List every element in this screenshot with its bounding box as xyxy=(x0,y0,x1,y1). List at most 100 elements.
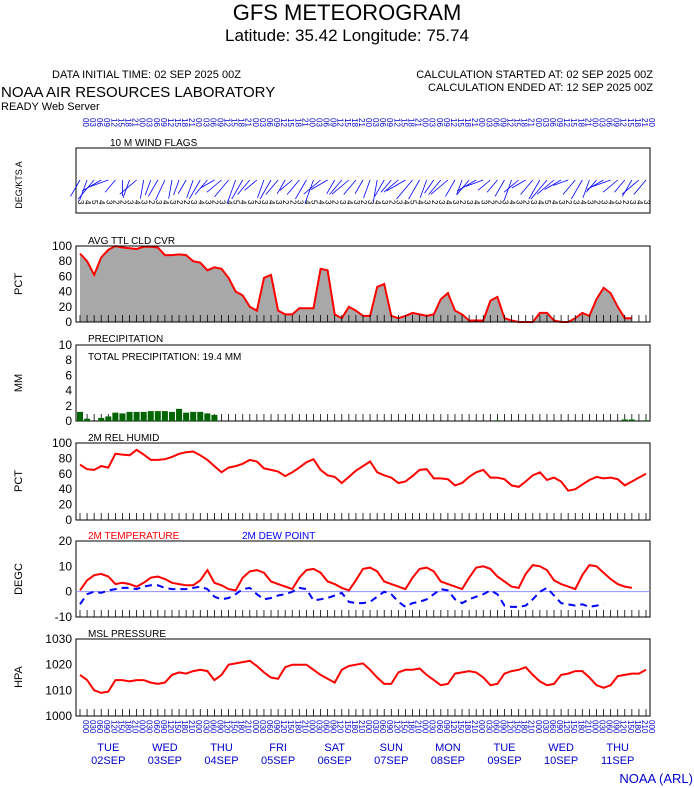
wind-speed-label: 3 xyxy=(324,200,333,205)
wind-speed-label: 3 xyxy=(380,200,389,205)
hour-label-bottom: 000 xyxy=(477,720,486,734)
hour-label-bottom: 120 xyxy=(109,720,118,734)
wind-barb xyxy=(155,179,166,201)
wind-barb xyxy=(304,179,314,204)
wind-barb xyxy=(279,179,293,191)
wind-speed-label: 4 xyxy=(472,200,481,205)
hour-label-top: 09 xyxy=(215,118,224,127)
wind-barb xyxy=(90,179,109,187)
hour-label-top: 15 xyxy=(626,118,635,127)
day-of-week-label: SUN xyxy=(380,742,403,754)
hour-label-top: 09 xyxy=(272,118,281,127)
wind-speed-label: 3 xyxy=(479,200,488,205)
wind-barb xyxy=(303,179,321,195)
wind-barb xyxy=(265,179,279,195)
wind-speed-label: 2 xyxy=(118,200,127,205)
temp-panel: DEGC 2M TEMPERATURE 2M DEW POINT -10 0 10 2… xyxy=(13,531,651,624)
wind-speed-label: 3 xyxy=(338,200,347,205)
hour-label-top: 06 xyxy=(491,118,500,127)
wind-frame xyxy=(75,147,651,214)
temp-y-tick-label: 10 xyxy=(59,559,73,573)
wind-barb xyxy=(396,179,413,200)
wind-speed-label: 3 xyxy=(246,200,255,205)
wind-barb xyxy=(582,179,590,198)
hour-label-bottom: 030 xyxy=(314,720,323,734)
date-label: 06SEP xyxy=(318,755,352,767)
hour-label-top: 18 xyxy=(123,118,132,127)
hour-label-top: 21 xyxy=(187,118,196,127)
wind-speed-label: 4 xyxy=(508,200,517,205)
hour-label-top: 15 xyxy=(399,118,408,127)
hour-label-top: 12 xyxy=(336,118,345,127)
hour-label-top: 18 xyxy=(237,118,246,127)
precip-bar xyxy=(126,411,133,421)
wind-speed-label: 3 xyxy=(501,200,510,205)
hour-label-bottom: 090 xyxy=(215,720,224,734)
wind-speed-label: 2 xyxy=(182,200,191,205)
cloud-title: AVG TTL CLD CVR xyxy=(88,236,175,247)
precip-bar xyxy=(112,412,119,421)
cloud-y-tick-label: 80 xyxy=(59,254,73,268)
wind-speed-label: 3 xyxy=(642,200,651,205)
hour-label-bottom: 180 xyxy=(123,720,132,734)
wind-barb xyxy=(144,179,152,196)
rh-frame xyxy=(75,442,651,521)
cloud-y-tick-label: 0 xyxy=(65,315,72,329)
hour-label-top: 18 xyxy=(463,118,472,127)
hour-label-top: 18 xyxy=(293,118,302,127)
hour-label-bottom: 090 xyxy=(272,720,281,734)
dewpoint-title: 2M DEW POINT xyxy=(242,531,315,542)
hour-label-bottom: 180 xyxy=(293,720,302,734)
pressure-panel: HPA MSL PRESSURE 1000 1010 1020 1030 xyxy=(13,629,651,723)
hour-label-bottom: 060 xyxy=(208,720,217,734)
wind-barb xyxy=(570,179,583,200)
hour-label-top: 03 xyxy=(484,118,493,127)
wind-speed-label: 3 xyxy=(394,200,403,205)
wind-speed-label: 4 xyxy=(373,200,382,205)
hour-label-bottom: 150 xyxy=(456,720,465,734)
date-label: 04SEP xyxy=(204,755,238,767)
hour-label-bottom: 060 xyxy=(95,720,104,734)
wind-barb xyxy=(428,179,442,195)
hour-label-top: 15 xyxy=(569,118,578,127)
hour-label-bottom: 000 xyxy=(534,720,543,734)
wind-barb xyxy=(486,179,498,193)
wind-speed-label: 2 xyxy=(253,200,262,205)
wind-speed-label: 4 xyxy=(196,200,205,205)
wind-speed-label: 3 xyxy=(515,200,524,205)
precip-bar xyxy=(628,419,635,421)
hour-label-bottom: 090 xyxy=(498,720,507,734)
hour-label-top: 06 xyxy=(152,118,161,127)
wind-speed-label: 2 xyxy=(522,200,531,205)
hour-label-bottom: 150 xyxy=(173,720,182,734)
pressure-y-tick-label: 1000 xyxy=(45,709,72,723)
data-initial-time: DATA INITIAL TIME: 02 SEP 2025 00Z xyxy=(52,69,241,81)
hour-label-top: 12 xyxy=(166,118,175,127)
hour-label-bottom: 060 xyxy=(548,720,557,734)
wind-barb xyxy=(633,179,647,195)
hour-label-bottom: 120 xyxy=(562,720,571,734)
wind-speed-label: 3 xyxy=(295,200,304,205)
precip-y-tick-label: 6 xyxy=(65,368,72,382)
precip-bar xyxy=(133,411,140,421)
pressure-y-tick-label: 1010 xyxy=(45,683,72,697)
hour-label-top: 03 xyxy=(314,118,323,127)
wind-barb xyxy=(530,179,548,200)
hour-label-top: 21 xyxy=(300,118,309,127)
wind-speed-label: 5 xyxy=(309,200,318,205)
wind-speed-label: 2 xyxy=(210,200,219,205)
wind-speed-label: 4 xyxy=(133,200,142,205)
hour-label-bottom: 180 xyxy=(520,720,529,734)
hour-label-bottom: 120 xyxy=(449,720,458,734)
wind-speed-label: 3 xyxy=(600,200,609,205)
hour-label-bottom: 000 xyxy=(421,720,430,734)
wind-barb xyxy=(528,179,541,200)
hour-label-top: 03 xyxy=(258,118,267,127)
hour-label-bottom: 030 xyxy=(145,720,154,734)
hour-label-top: 00 xyxy=(81,118,90,127)
date-label: 07SEP xyxy=(374,755,408,767)
hour-label-top: 06 xyxy=(548,118,557,127)
